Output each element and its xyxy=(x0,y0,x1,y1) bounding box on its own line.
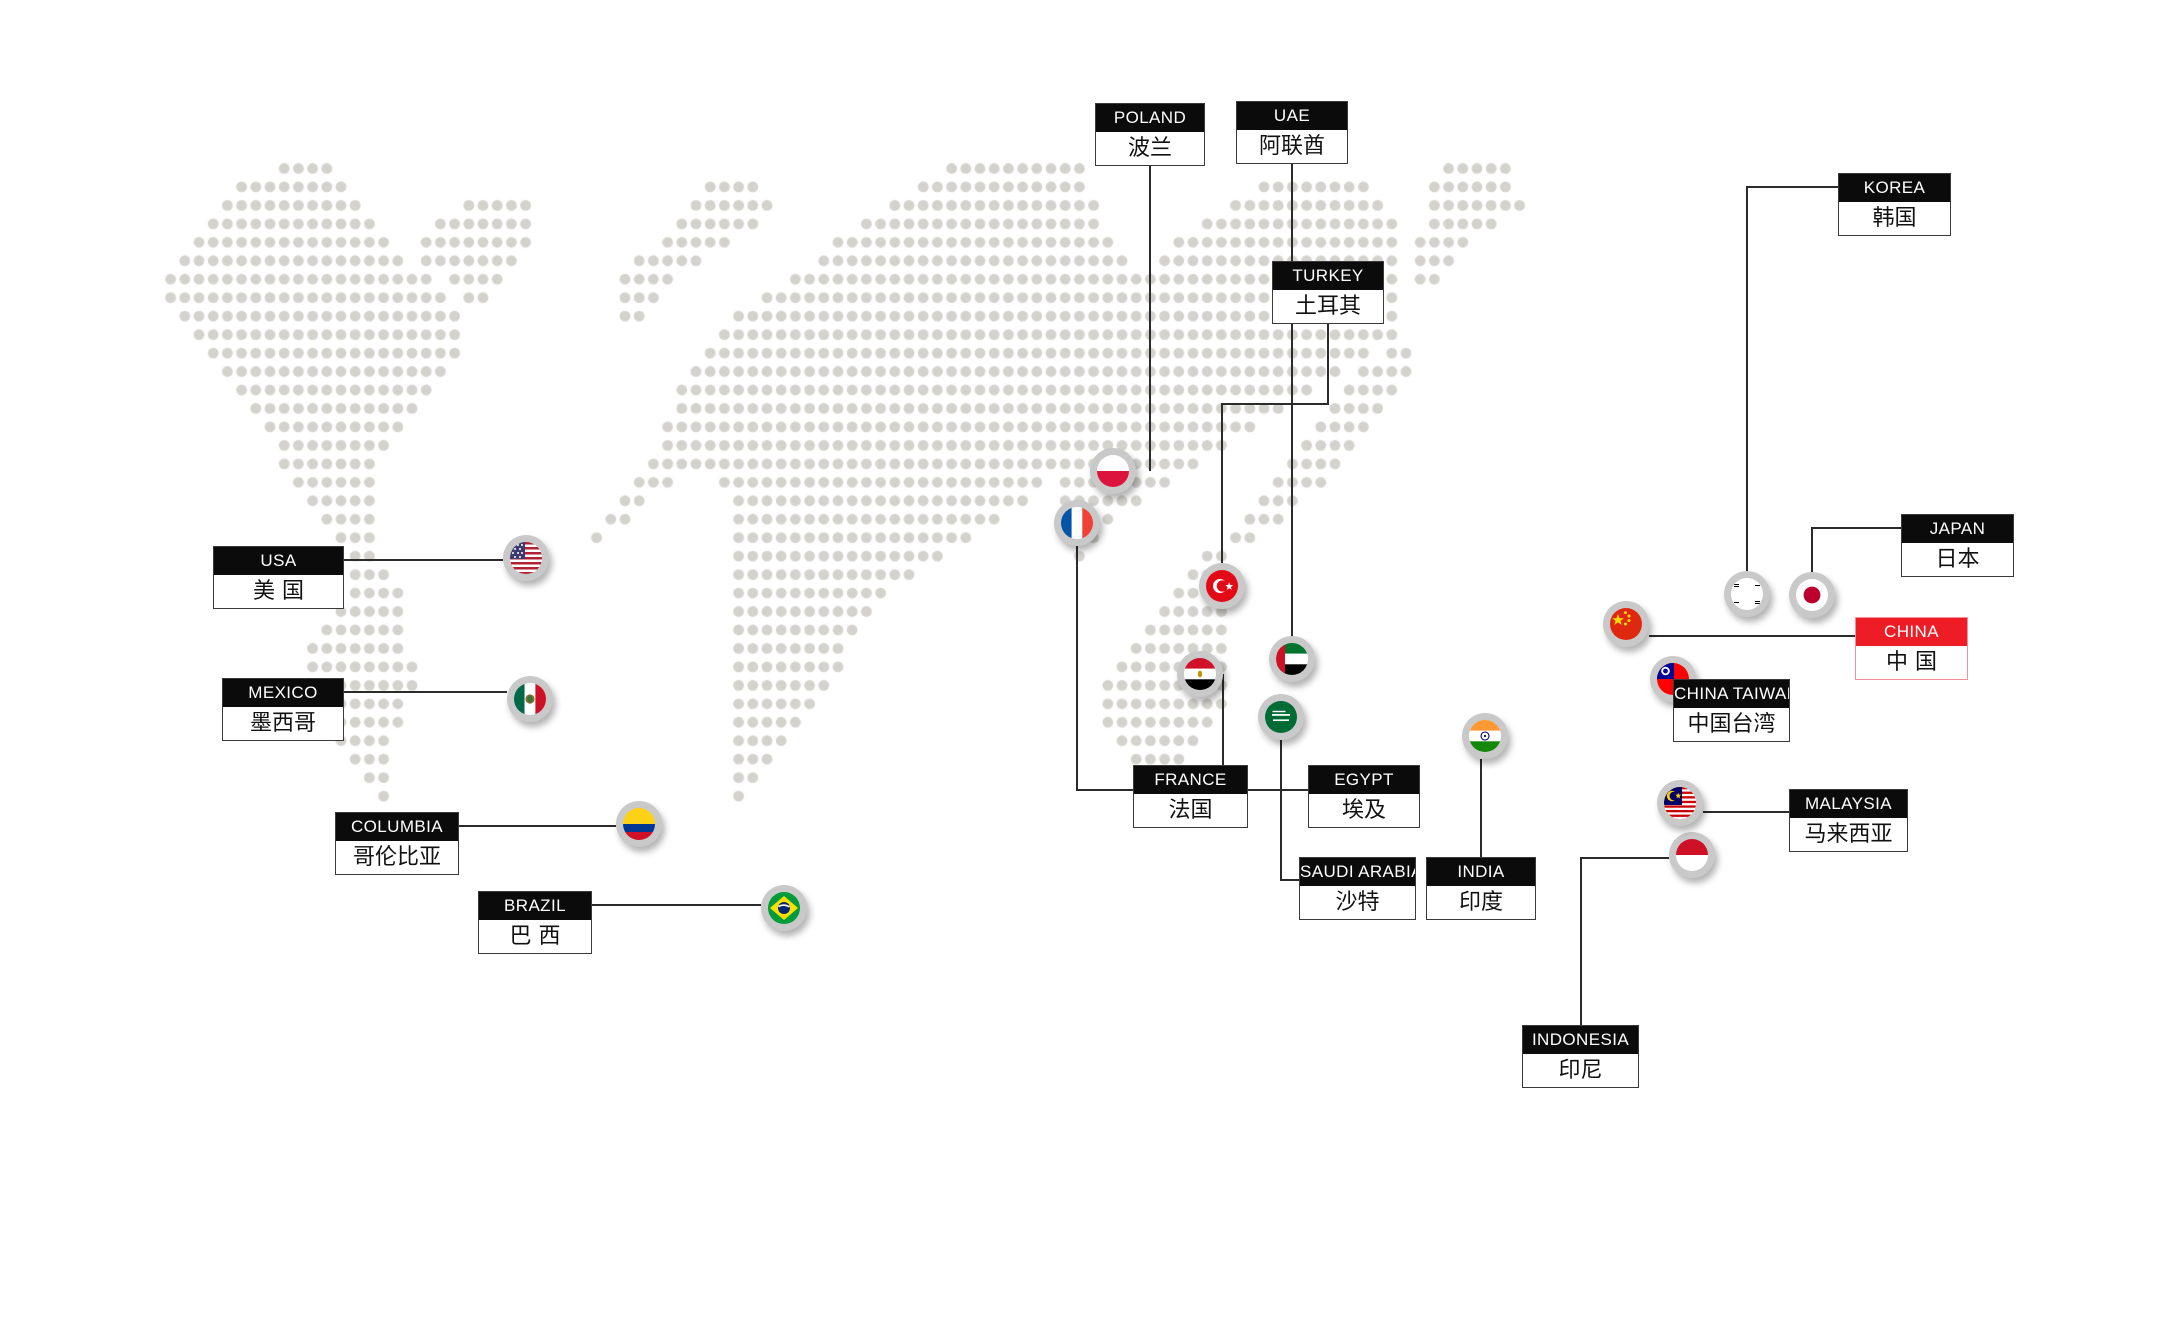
flag-marker-turkey[interactable] xyxy=(1199,563,1245,609)
country-label-japan[interactable]: JAPAN 日本 xyxy=(1901,514,2014,577)
country-label-name-en: CHINA TAIWAN xyxy=(1674,680,1789,708)
flag-marker-poland[interactable] xyxy=(1090,448,1136,494)
flag-india-icon xyxy=(1469,720,1501,752)
flag-marker-indonesia[interactable] xyxy=(1669,832,1715,878)
flag-korea-icon xyxy=(1731,578,1763,610)
flag-columbia-icon xyxy=(623,808,655,840)
flag-mexico-icon xyxy=(514,683,546,715)
flag-uae-icon xyxy=(1276,643,1308,675)
country-label-egypt[interactable]: EGYPT 埃及 xyxy=(1308,765,1420,828)
country-label-name-cn: 美 国 xyxy=(253,579,304,604)
flag-marker-france[interactable] xyxy=(1054,500,1100,546)
country-label-name-en: JAPAN xyxy=(1902,515,2013,543)
country-label-name-en: TURKEY xyxy=(1273,262,1383,290)
country-label-name-en: MALAYSIA xyxy=(1790,790,1907,818)
flag-marker-malaysia[interactable] xyxy=(1657,780,1703,826)
flag-turkey-icon xyxy=(1206,570,1238,602)
flag-marker-saudi-arabia[interactable] xyxy=(1258,694,1304,740)
flag-china-icon xyxy=(1610,608,1642,640)
flag-saudi-icon xyxy=(1265,701,1297,733)
flag-marker-korea[interactable] xyxy=(1724,571,1770,617)
country-label-poland[interactable]: POLAND 波兰 xyxy=(1095,103,1205,166)
country-label-name-cn: 日本 xyxy=(1935,547,1980,572)
country-label-name-cn: 土耳其 xyxy=(1294,294,1361,319)
flag-poland-icon xyxy=(1097,455,1129,487)
flag-marker-columbia[interactable] xyxy=(616,801,662,847)
country-label-columbia[interactable]: COLUMBIA 哥伦比亚 xyxy=(335,812,459,875)
country-label-name-en: MEXICO xyxy=(223,679,343,707)
flag-marker-brazil[interactable] xyxy=(761,885,807,931)
country-label-mexico[interactable]: MEXICO 墨西哥 xyxy=(222,678,344,741)
country-label-name-cn: 中 国 xyxy=(1886,650,1937,675)
flag-marker-egypt[interactable] xyxy=(1177,651,1223,697)
flag-france-icon xyxy=(1061,507,1093,539)
country-label-name-en: SAUDI ARABIA xyxy=(1300,858,1415,886)
country-label-name-en: COLUMBIA xyxy=(336,813,458,841)
flag-japan-icon xyxy=(1796,579,1828,611)
country-label-name-en: CHINA xyxy=(1856,618,1967,646)
country-label-name-cn: 中国台湾 xyxy=(1687,712,1776,737)
country-label-malaysia[interactable]: MALAYSIA 马来西亚 xyxy=(1789,789,1908,852)
country-label-india[interactable]: INDIA 印度 xyxy=(1426,857,1536,920)
flag-marker-china[interactable] xyxy=(1603,601,1649,647)
country-label-name-cn: 巴 西 xyxy=(509,924,561,949)
country-label-name-en: USA xyxy=(214,547,343,575)
country-label-name-cn: 马来西亚 xyxy=(1804,822,1893,847)
country-label-china-taiwan[interactable]: CHINA TAIWAN 中国台湾 xyxy=(1673,679,1790,742)
country-label-usa[interactable]: USA 美 国 xyxy=(213,546,344,609)
country-label-name-cn: 墨西哥 xyxy=(249,711,316,736)
country-label-china[interactable]: CHINA 中 国 xyxy=(1855,617,1968,680)
country-label-name-cn: 法国 xyxy=(1168,798,1213,823)
country-label-name-en: INDIA xyxy=(1427,858,1535,886)
flag-marker-uae[interactable] xyxy=(1269,636,1315,682)
country-label-name-en: KOREA xyxy=(1839,174,1950,202)
country-label-name-en: UAE xyxy=(1237,102,1347,130)
country-label-france[interactable]: FRANCE 法国 xyxy=(1133,765,1248,828)
flag-marker-mexico[interactable] xyxy=(507,676,553,722)
country-label-name-cn: 波兰 xyxy=(1127,136,1172,161)
country-label-name-en: BRAZIL xyxy=(479,892,591,920)
country-label-indonesia[interactable]: INDONESIA 印尼 xyxy=(1522,1025,1639,1088)
flag-marker-india[interactable] xyxy=(1462,713,1508,759)
country-label-saudi-arabia[interactable]: SAUDI ARABIA 沙特 xyxy=(1299,857,1416,920)
country-label-name-cn: 印度 xyxy=(1458,890,1503,915)
flag-indonesia-icon xyxy=(1676,839,1708,871)
country-label-name-en: INDONESIA xyxy=(1523,1026,1638,1054)
flag-marker-usa[interactable] xyxy=(503,535,549,581)
flag-usa-icon xyxy=(510,542,542,574)
country-label-name-cn: 沙特 xyxy=(1335,890,1380,915)
country-label-name-cn: 韩国 xyxy=(1872,206,1917,231)
country-label-brazil[interactable]: BRAZIL 巴 西 xyxy=(478,891,592,954)
country-label-uae[interactable]: UAE 阿联酋 xyxy=(1236,101,1348,164)
flag-brazil-icon xyxy=(768,892,800,924)
flag-egypt-icon xyxy=(1184,658,1216,690)
country-label-name-en: EGYPT xyxy=(1309,766,1419,794)
country-label-name-cn: 哥伦比亚 xyxy=(352,845,441,870)
flag-marker-japan[interactable] xyxy=(1789,572,1835,618)
country-label-name-cn: 印尼 xyxy=(1558,1058,1603,1083)
country-label-name-en: FRANCE xyxy=(1134,766,1247,794)
country-label-name-cn: 埃及 xyxy=(1341,798,1386,823)
country-label-korea[interactable]: KOREA 韩国 xyxy=(1838,173,1951,236)
flag-malaysia-icon xyxy=(1664,787,1696,819)
country-label-name-cn: 阿联酋 xyxy=(1258,134,1325,159)
country-label-name-en: POLAND xyxy=(1096,104,1204,132)
country-label-turkey[interactable]: TURKEY 土耳其 xyxy=(1272,261,1384,324)
